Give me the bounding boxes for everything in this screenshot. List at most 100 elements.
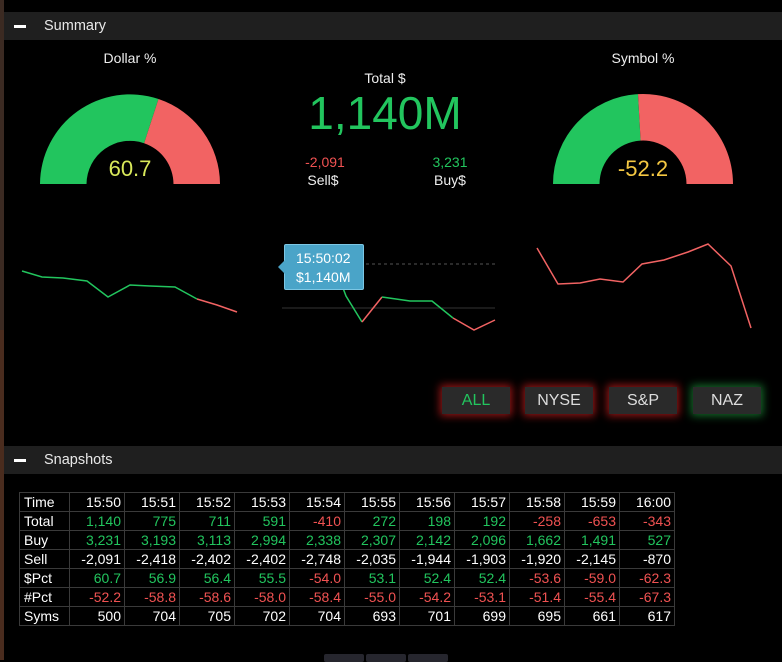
sell-value: -2,091: [305, 154, 345, 170]
table-cell: 15:51: [124, 492, 180, 512]
total-sparkline-red: [361, 296, 383, 323]
table-cell: 617: [619, 606, 675, 626]
table-cell: 695: [509, 606, 565, 626]
table-row: Buy 3,231 3,193 3,113 2,994 2,338 2,307 2,142 2,…: [19, 530, 675, 550]
gauge-negative-segment: [638, 93, 733, 184]
table-cell: 56.9: [124, 568, 180, 588]
table-cell: 56.4: [179, 568, 235, 588]
table-cell: 3,113: [179, 530, 235, 550]
gauge-negative-segment: [144, 99, 220, 184]
snapshots-panel-header[interactable]: Snapshots: [4, 446, 782, 474]
gauge-positive-segment: [40, 94, 159, 184]
row-label: Total: [19, 511, 70, 531]
table-cell: -2,418: [124, 549, 180, 569]
table-cell: -51.4: [509, 587, 565, 607]
filter-nyse-button[interactable]: NYSE: [525, 387, 593, 414]
table-cell: 661: [564, 606, 620, 626]
dollar-sparkline-green: [21, 270, 198, 300]
table-cell: -53.6: [509, 568, 565, 588]
collapse-icon[interactable]: [14, 458, 26, 462]
total-label: Total $: [364, 70, 406, 86]
table-cell: 198: [399, 511, 455, 531]
table-cell: -67.3: [619, 587, 675, 607]
table-cell: -2,091: [69, 549, 125, 569]
tooltip-time: 15:50:02: [296, 250, 351, 266]
table-cell: -653: [564, 511, 620, 531]
table-cell: 2,096: [454, 530, 510, 550]
summary-title: Summary: [44, 18, 107, 34]
table-cell: -58.4: [289, 587, 345, 607]
table-cell: 705: [179, 606, 235, 626]
table-cell: -343: [619, 511, 675, 531]
table-cell: -2,402: [234, 549, 290, 569]
table-cell: 591: [234, 511, 290, 531]
table-cell: -2,035: [344, 549, 400, 569]
dollar-gauge-title: Dollar %: [103, 50, 157, 66]
table-cell: 3,231: [69, 530, 125, 550]
table-cell: 1,491: [564, 530, 620, 550]
table-cell: 711: [179, 511, 235, 531]
table-cell: 60.7: [69, 568, 125, 588]
buy-label: Buy$: [434, 172, 466, 188]
table-cell: 701: [399, 606, 455, 626]
table-cell: 15:52: [179, 492, 235, 512]
collapse-icon[interactable]: [14, 24, 26, 28]
dollar-gauge: 60.7: [40, 94, 220, 184]
table-row: Syms 500 704 705 702 704 693 701 699 695 661 617: [19, 606, 675, 626]
filter-naz-button[interactable]: NAZ: [693, 387, 761, 414]
table-cell: 15:56: [399, 492, 455, 512]
total-sparkline-green-2: [381, 296, 454, 319]
table-cell: -58.8: [124, 587, 180, 607]
gauge-positive-segment: [553, 94, 641, 184]
table-cell: 1,662: [509, 530, 565, 550]
table-cell: -410: [289, 511, 345, 531]
table-row: $Pct 60.7 56.9 56.4 55.5 -54.0 53.1 52.4 52.4 -53…: [19, 568, 675, 588]
table-cell: -258: [509, 511, 565, 531]
table-cell: 2,994: [234, 530, 290, 550]
table-cell: 699: [454, 606, 510, 626]
table-cell: 15:53: [234, 492, 290, 512]
window-edge: [0, 0, 4, 660]
table-cell: 775: [124, 511, 180, 531]
table-cell: -2,402: [179, 549, 235, 569]
row-label: Buy: [19, 530, 70, 550]
dollar-gauge-value: 60.7: [109, 156, 152, 181]
chart-tooltip: 15:50:02 $1,140M: [278, 244, 364, 290]
symbol-gauge: -52.2: [553, 93, 733, 184]
snapshot-table: Time 15:50 15:51 15:52 15:53 15:54 15:55 15:56 1…: [19, 492, 675, 626]
table-cell: 15:50: [69, 492, 125, 512]
table-cell: 52.4: [399, 568, 455, 588]
tooltip-value: $1,140M: [296, 269, 351, 285]
total-value: 1,140M: [308, 87, 462, 139]
symbol-gauge-title: Symbol %: [611, 50, 675, 66]
table-cell: 272: [344, 511, 400, 531]
snapshots-title: Snapshots: [44, 452, 113, 468]
buy-value: 3,231: [432, 154, 468, 170]
table-cell: 15:57: [454, 492, 510, 512]
table-cell: 15:55: [344, 492, 400, 512]
row-label: #Pct: [19, 587, 70, 607]
table-cell: 704: [289, 606, 345, 626]
table-cell: -59.0: [564, 568, 620, 588]
table-cell: 2,338: [289, 530, 345, 550]
table-cell: 53.1: [344, 568, 400, 588]
table-cell: -52.2: [69, 587, 125, 607]
filter-all-button[interactable]: ALL: [442, 387, 510, 414]
scroll-button[interactable]: [324, 654, 364, 662]
table-cell: 15:58: [509, 492, 565, 512]
total-sparkline-red-2: [452, 317, 496, 331]
table-cell: 52.4: [454, 568, 510, 588]
scroll-button[interactable]: [408, 654, 448, 662]
sparkline-charts: [21, 243, 752, 331]
table-cell: -54.0: [289, 568, 345, 588]
table-cell: -58.6: [179, 587, 235, 607]
scroll-button[interactable]: [366, 654, 406, 662]
filter-sp-button[interactable]: S&P: [609, 387, 677, 414]
table-cell: -54.2: [399, 587, 455, 607]
table-row: Time 15:50 15:51 15:52 15:53 15:54 15:55 15:56 1…: [19, 492, 675, 512]
sell-label: Sell$: [307, 172, 339, 188]
table-cell: -1,920: [509, 549, 565, 569]
table-cell: 702: [234, 606, 290, 626]
summary-panel-header[interactable]: Summary: [4, 12, 782, 40]
table-cell: -62.3: [619, 568, 675, 588]
